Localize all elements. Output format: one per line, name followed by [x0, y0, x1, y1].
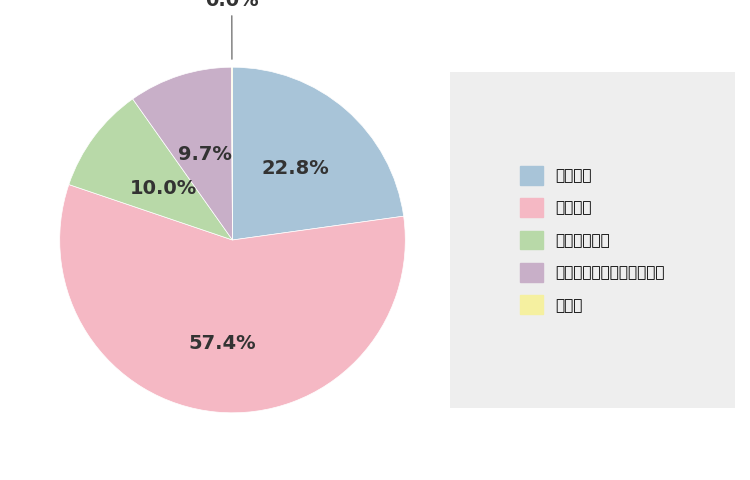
Text: 0.0%: 0.0% [205, 0, 259, 59]
Text: 9.7%: 9.7% [178, 145, 232, 164]
Wedge shape [60, 184, 405, 413]
Wedge shape [69, 99, 232, 240]
Wedge shape [133, 67, 232, 240]
Text: 22.8%: 22.8% [261, 159, 328, 178]
Legend: 強く思う, 少し思う, 特に思わない, わからない・答えたくない, その他: 強く思う, 少し思う, 特に思わない, わからない・答えたくない, その他 [505, 151, 680, 329]
Text: 57.4%: 57.4% [189, 334, 256, 353]
Wedge shape [232, 67, 404, 240]
Text: 10.0%: 10.0% [130, 179, 196, 198]
